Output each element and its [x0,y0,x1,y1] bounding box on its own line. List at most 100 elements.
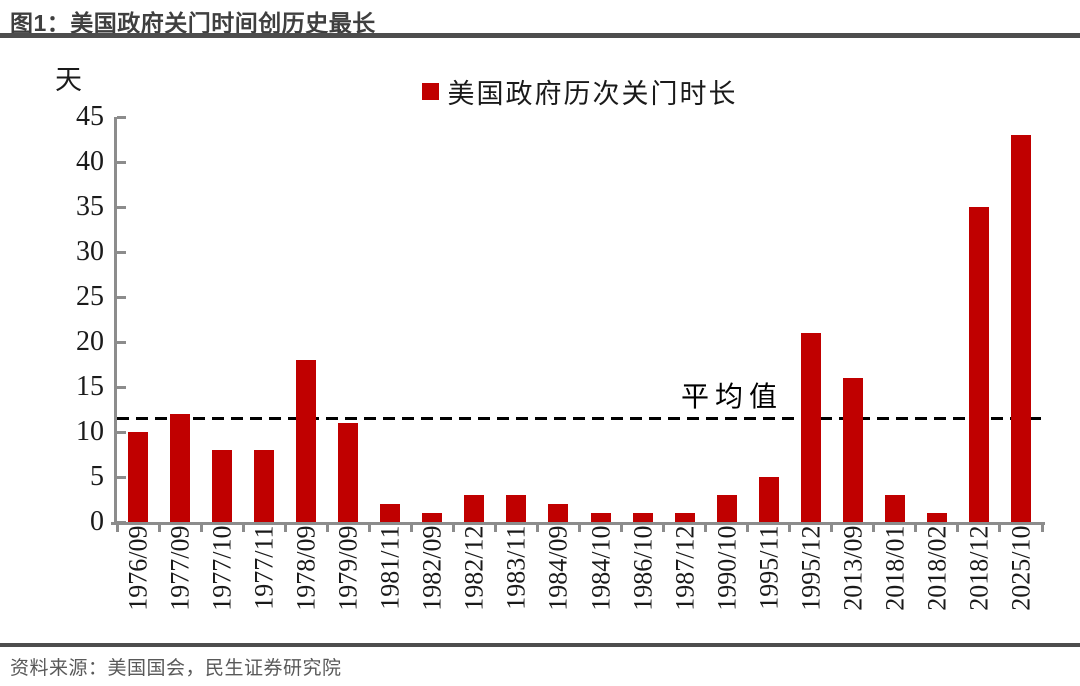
y-axis-tick-mark [117,521,126,524]
x-axis-tick-label: 2018/12 [964,525,994,611]
x-axis-tick-label: 1981/11 [375,525,405,610]
bar [1010,135,1031,522]
bar [422,513,443,522]
title-divider [0,33,1080,38]
y-axis-tick-label: 5 [90,461,104,492]
y-axis-tick-label: 15 [76,371,104,402]
x-axis-tick-mark [788,525,792,532]
bar [842,378,863,522]
bar [254,450,275,522]
x-axis-tick-mark [241,525,245,532]
x-axis-tick-mark [115,525,119,532]
y-axis-tick-mark [117,206,126,209]
x-axis-tick-mark [872,525,876,532]
figure-title: 图1：美国政府关门时间创历史最长 [10,10,376,36]
chart-legend: 美国政府历次关门时长 [117,72,1042,111]
x-axis-tick-label: 2018/02 [922,525,952,611]
x-axis-tick-label: 1983/11 [501,525,531,610]
average-line-label: 平均值 [680,381,783,413]
x-axis-tick-label: 1987/12 [670,525,700,611]
x-axis-tick-mark [830,525,834,532]
x-axis-tick-label: 1990/10 [712,525,742,611]
x-axis-tick-label: 1986/10 [628,525,658,611]
x-axis-tick-label: 2013/09 [838,525,868,611]
x-axis-tick-label: 1979/09 [333,525,363,611]
y-axis-tick-mark [117,386,126,389]
x-axis-tick-label: 1995/12 [796,525,826,611]
y-axis-tick-label: 20 [76,326,104,357]
source-note: 资料来源：美国国会，民生证券研究院 [10,658,342,679]
y-axis-tick-label: 35 [76,191,104,222]
bar [884,495,905,522]
x-axis-tick-mark [157,525,161,532]
y-axis-tick-mark [117,296,126,299]
x-axis-tick-mark [746,525,750,532]
y-axis-line [114,117,117,525]
bar [464,495,485,522]
bar [968,207,989,522]
x-axis-tick-mark [493,525,497,532]
y-axis-tick-mark [117,251,126,254]
x-axis-tick-mark [535,525,539,532]
average-dashed-line [117,417,1042,420]
x-axis-tick-mark [956,525,960,532]
x-axis-tick-label: 2025/10 [1006,525,1036,611]
x-axis-tick-mark [662,525,666,532]
y-axis-tick-label: 25 [76,281,104,312]
x-axis-tick-mark [578,525,581,532]
y-axis-tick-mark [117,476,126,479]
bar [380,504,401,522]
x-axis-tick-mark [367,525,371,532]
x-axis-tick-label: 1984/09 [543,525,573,611]
x-axis-tick-mark [199,525,203,532]
x-axis-tick-mark [914,525,918,532]
x-axis-tick-label: 1976/09 [123,525,153,611]
legend-label: 美国政府历次关门时长 [447,79,738,109]
bar [632,513,653,522]
x-axis-tick-label: 1977/10 [207,525,237,611]
y-axis-tick-mark [117,341,126,344]
plot-area: 平均值 0 5 10 15 20 25 30 35 40 45 1976/09 1977/09 1977… [76,102,1045,611]
y-axis-tick-label: 0 [90,506,104,537]
x-axis-tick-mark [325,525,329,532]
bar [590,513,611,522]
footer-divider [0,643,1080,647]
x-axis-tick-label: 1984/10 [586,525,616,611]
x-axis-tick-label: 1995/11 [754,525,784,610]
y-axis-tick-mark [117,431,126,434]
bar [758,477,779,522]
bar [506,495,527,522]
y-axis-tick-label: 40 [76,146,104,177]
y-axis-tick-mark [117,161,126,164]
x-axis-tick-label: 1982/09 [417,525,447,611]
y-axis-tick-label: 45 [76,101,104,132]
bar [338,423,359,522]
bar [212,450,233,522]
legend-marker-icon [421,83,439,100]
y-axis-unit-label: 天 [55,65,82,95]
y-axis-tick-mark [117,116,126,119]
x-axis-tick-mark [998,525,1002,532]
x-axis-tick-label: 1977/11 [249,525,279,610]
x-axis-tick-mark [704,525,708,532]
bar [926,513,947,522]
x-axis-tick-label: 2018/01 [880,525,910,611]
bar [128,432,149,522]
x-axis-tick-mark [1040,525,1044,532]
x-axis-tick-label: 1978/09 [291,525,321,611]
x-axis-tick-mark [409,525,413,532]
x-axis-tick-label: 1982/12 [459,525,489,611]
bar [674,513,695,522]
x-axis-tick-mark [451,525,455,532]
y-axis-tick-label: 10 [76,416,104,447]
bar [800,333,821,522]
bar [548,504,569,522]
x-axis-tick-mark [283,525,287,532]
bar [296,360,317,522]
x-axis-line [111,522,1045,525]
y-axis-tick-label: 30 [76,236,104,267]
x-axis-tick-label: 1977/09 [165,525,195,611]
bar [170,414,191,522]
x-axis-tick-mark [620,525,624,532]
